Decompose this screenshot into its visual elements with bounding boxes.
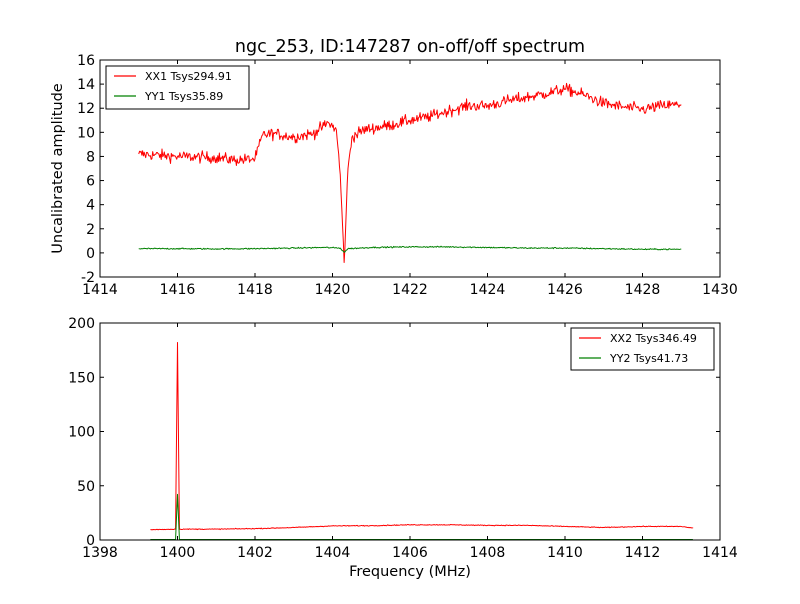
x-tick-label: 1414 — [82, 282, 118, 298]
y-axis-label: Uncalibrated amplitude — [50, 83, 66, 254]
x-tick-label: 1428 — [625, 282, 661, 298]
x-tick-label: 1398 — [82, 545, 118, 561]
top-plot-area — [138, 82, 682, 264]
legend-label-yy2: YY2 Tsys41.73 — [609, 352, 688, 365]
y-tick-label: 150 — [68, 370, 95, 386]
series-line-xx2 — [150, 342, 694, 531]
y-tick-label: 12 — [77, 101, 95, 117]
top-axis-ticks: 1414 1416 1418 1420 1422 1424 1426 1428 1430-202… — [77, 53, 738, 298]
y-tick-label: 6 — [86, 174, 95, 190]
x-tick-label: 1408 — [470, 545, 506, 561]
y-tick-label: 100 — [68, 425, 95, 441]
y-tick-label: 0 — [86, 533, 95, 549]
x-tick-label: 1422 — [392, 282, 428, 298]
x-tick-label: 1400 — [160, 545, 196, 561]
x-tick-label: 1420 — [315, 282, 351, 298]
y-tick-label: 16 — [77, 53, 95, 69]
chart-title: ngc_253, ID:147287 on-off/off spectrum — [235, 37, 585, 57]
bottom-axis-ticks: 1398 1400 1402 1404 1406 1408 1410 1412 1414 0 50 1… — [68, 316, 738, 561]
y-tick-label: 4 — [86, 198, 95, 214]
legend-label-xx2: XX2 Tsys346.49 — [610, 332, 697, 345]
x-tick-label: 1404 — [315, 545, 351, 561]
bottom-legend-box — [570, 327, 715, 371]
y-tick-label: 200 — [68, 316, 95, 332]
series-line-yy2 — [150, 493, 693, 540]
x-tick-label: 1414 — [702, 545, 738, 561]
y-tick-label: 14 — [77, 77, 95, 93]
legend-label-yy1: YY1 Tsys35.89 — [144, 90, 223, 103]
x-tick-label: 1406 — [392, 545, 428, 561]
x-tick-label: 1418 — [237, 282, 273, 298]
top-legend: XX1 Tsys294.91 YY1 Tsys35.89 — [105, 65, 250, 110]
series-line-xx1 — [138, 82, 682, 264]
y-tick-label: 50 — [77, 479, 95, 495]
series-line-yy1 — [138, 245, 682, 253]
y-tick-label: 0 — [86, 246, 95, 262]
bottom-plot-area — [150, 342, 694, 540]
y-tick-label: -2 — [81, 270, 95, 286]
bottom-legend: XX2 Tsys346.49 YY2 Tsys41.73 — [570, 327, 715, 371]
bottom-spectrum-panel: 1398 1400 1402 1404 1406 1408 1410 1412 1414 0 50 1… — [68, 316, 738, 580]
x-tick-label: 1410 — [547, 545, 583, 561]
y-tick-label: 2 — [86, 222, 95, 238]
x-tick-label: 1424 — [470, 282, 506, 298]
top-legend-box — [105, 65, 250, 110]
x-tick-label: 1412 — [625, 545, 661, 561]
y-tick-label: 8 — [86, 149, 95, 165]
x-tick-label: 1426 — [547, 282, 583, 298]
legend-label-xx1: XX1 Tsys294.91 — [145, 70, 232, 83]
top-spectrum-panel: ngc_253, ID:147287 on-off/off spectrum U… — [50, 37, 738, 298]
y-tick-label: 10 — [77, 125, 95, 141]
x-tick-label: 1402 — [237, 545, 273, 561]
x-axis-label: Frequency (MHz) — [349, 564, 471, 580]
x-tick-label: 1416 — [160, 282, 196, 298]
x-tick-label: 1430 — [702, 282, 738, 298]
